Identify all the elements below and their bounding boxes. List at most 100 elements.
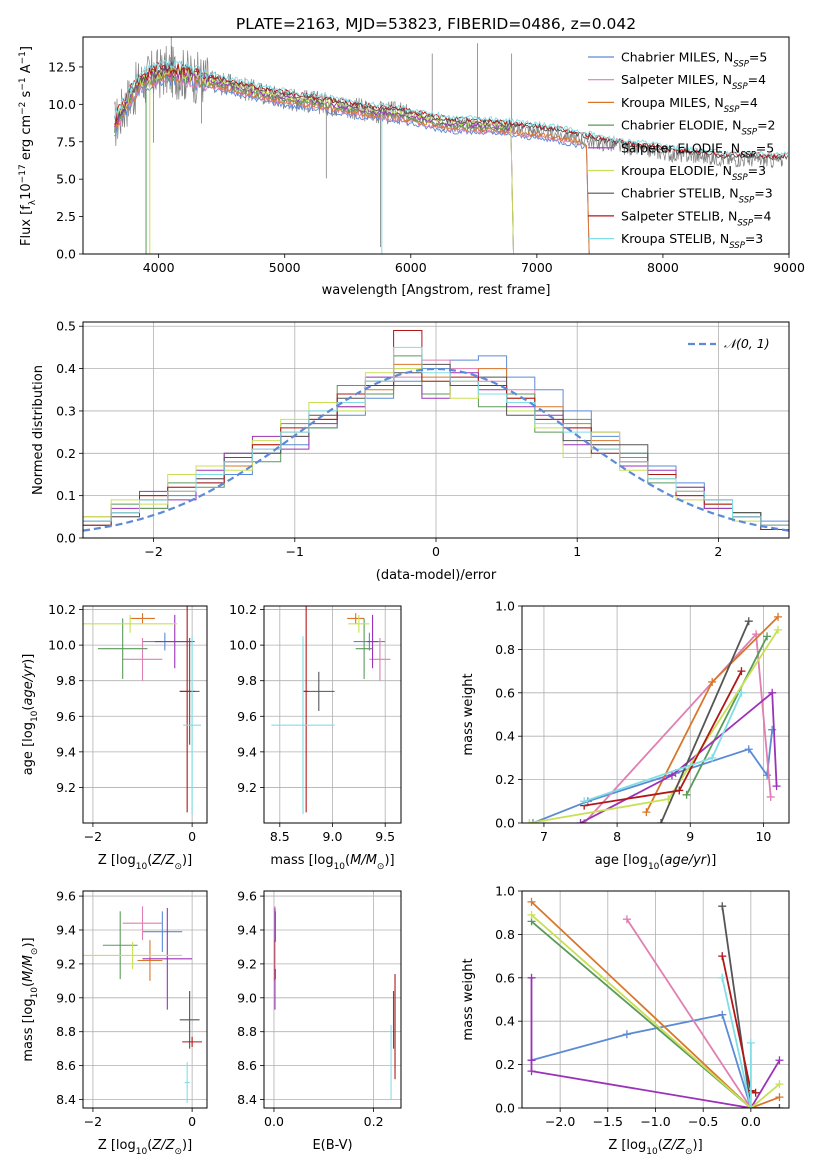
y-tick-label: 10.0 (229, 638, 257, 653)
y-tick-label: 9.2 (56, 780, 76, 795)
y-tick-label: 9.6 (237, 709, 257, 724)
y-tick-label: 10.2 (48, 602, 76, 617)
model-curve-salpeter_elodie (114, 65, 514, 254)
legend-label: Salpeter STELIB, NSSP=4 (621, 208, 771, 228)
weight-marker-chabrier_miles (763, 771, 772, 780)
y-tick-label: 9.8 (237, 673, 257, 688)
y-tick-label: 1.0 (495, 884, 515, 899)
legend-label: Chabrier ELODIE, NSSP=2 (621, 118, 776, 138)
y-tick-label: 0.0 (495, 816, 515, 831)
weight-line-kroupa_miles (530, 901, 780, 1108)
x-axis-label: age [log10(age/yr)] (595, 853, 717, 872)
weight-line-salpeter_miles (626, 918, 752, 1108)
weight-line-chabrier_miles (531, 1013, 752, 1108)
x-tick-label: 9.5 (375, 829, 395, 844)
y-tick-label: 0.1 (56, 488, 76, 503)
plot-area (83, 330, 789, 532)
legend-label: Kroupa STELIB, NSSP=3 (621, 231, 763, 251)
panel-mass-vs-Z: −2 0 8.4 8.6 8.8 9.0 9.2 9.4 9.6 Z [log10(Z/Z⊙)] m… (21, 889, 208, 1157)
x-axis-label: Z [log10(Z/Z⊙)] (608, 1138, 702, 1157)
axes-frame (263, 890, 402, 1109)
y-tick-label: 0.0 (495, 1101, 515, 1116)
x-tick-label: −2 (144, 544, 162, 559)
weight-line-chabrier_elodie (685, 635, 768, 796)
y-tick-label: 9.2 (237, 780, 257, 795)
weight-marker-kroupa_stelib (746, 1038, 755, 1047)
y-tick-label: 0.3 (56, 403, 76, 418)
weight-marker-kroupa_stelib (718, 973, 727, 982)
weight-marker-kroupa_miles (774, 612, 783, 621)
y-tick-label: 2.5 (56, 209, 76, 224)
weight-marker-chabrier_miles (744, 745, 753, 754)
model-curve-kroupa_stelib (114, 58, 789, 157)
y-tick-label: 0.2 (495, 772, 515, 787)
x-tick-label: 0 (188, 1114, 196, 1129)
weight-line-chabrier_stelib (721, 906, 780, 1108)
y-tick-label: 0.8 (495, 927, 515, 942)
panel-weight-vs-age: 7 8 9 10 0.0 0.2 0.4 0.6 0.8 1.0 age [log10(age/yr… (461, 599, 790, 872)
weight-marker-chabrier_stelib (744, 617, 753, 626)
x-tick-label: −2 (84, 829, 102, 844)
weight-marker-salpeter_miles (752, 630, 761, 639)
x-tick-label: 8.5 (270, 829, 290, 844)
weight-marker-chabrier_miles (718, 1010, 727, 1019)
y-axis-label: mass weight (461, 958, 476, 1040)
weight-marker-kroupa_elodie (774, 625, 783, 634)
x-tick-label: −1 (286, 544, 304, 559)
weight-marker-salpeter_stelib (675, 786, 684, 795)
weight-line-chabrier_stelib (660, 620, 750, 823)
y-axis-label: mass weight (461, 673, 476, 755)
legend-label: Kroupa ELODIE, NSSP=3 (621, 163, 766, 183)
plot-area (83, 906, 203, 1103)
y-tick-label: 9.6 (56, 889, 76, 904)
weight-marker-salpeter_elodie (775, 1056, 784, 1065)
x-tick-label: 1 (573, 544, 581, 559)
x-tick-label: 0.0 (741, 1114, 761, 1129)
panel-residual-histogram: −2 −1 0 1 2 0.0 0.1 0.2 0.3 0.4 0.5 𝒩(0, 1) (data-mo… (31, 319, 790, 583)
weight-line-salpeter_miles (583, 632, 772, 823)
histogram-kroupa_stelib (83, 346, 789, 526)
y-tick-label: 9.4 (237, 922, 257, 937)
axes-frame (82, 605, 208, 824)
y-tick-label: 8.6 (56, 1058, 76, 1073)
y-tick-label: 0.2 (495, 1057, 515, 1072)
y-tick-label: 10.0 (48, 638, 76, 653)
x-tick-label: 7000 (521, 260, 553, 275)
y-tick-label: 0.0 (56, 247, 76, 262)
x-tick-label: 4000 (143, 260, 175, 275)
x-axis-label: E(B-V) (312, 1138, 352, 1153)
weight-marker-salpeter_elodie (527, 1056, 536, 1065)
x-tick-label: 9000 (773, 260, 805, 275)
y-tick-label: 8.6 (237, 1058, 257, 1073)
y-tick-label: 9.8 (56, 673, 76, 688)
x-tick-label: −2 (84, 1114, 102, 1129)
weight-marker-chabrier_elodie (763, 632, 772, 641)
y-tick-label: 9.4 (56, 744, 76, 759)
y-tick-label: 0.4 (495, 729, 515, 744)
y-axis-label: Normed distribution (31, 365, 46, 495)
weight-marker-chabrier_stelib (775, 1104, 784, 1108)
legend-label: 𝒩(0, 1) (724, 336, 770, 351)
panel-mass-vs-ebv: 0.0 0.2 8.4 8.6 8.8 9.0 9.2 9.4 9.6 E(B-V) (237, 889, 402, 1153)
weight-marker-chabrier_stelib (718, 902, 727, 911)
y-tick-label: 9.0 (56, 990, 76, 1005)
weight-marker-kroupa_elodie (775, 1080, 784, 1089)
y-tick-label: 10.2 (229, 602, 257, 617)
weight-line-salpeter_elodie (580, 690, 778, 823)
weight-marker-salpeter_elodie (527, 1067, 536, 1076)
y-tick-label: 0.4 (56, 361, 76, 376)
x-tick-label: −2.0 (545, 1114, 575, 1129)
weight-marker-kroupa_elodie (525, 819, 534, 823)
y-tick-label: 5.0 (56, 172, 76, 187)
legend-label: Kroupa MILES, NSSP=4 (621, 95, 758, 115)
legend-label: Chabrier STELIB, NSSP=3 (621, 186, 773, 206)
x-axis-label: (data-model)/error (376, 568, 497, 583)
x-tick-label: 0.0 (264, 1114, 284, 1129)
y-tick-label: 0.2 (56, 446, 76, 461)
y-tick-label: 12.5 (48, 59, 76, 74)
y-tick-label: 8.4 (237, 1092, 257, 1107)
x-tick-label: 0 (432, 544, 440, 559)
y-tick-label: 0.0 (56, 531, 76, 546)
plot-area (271, 606, 391, 815)
